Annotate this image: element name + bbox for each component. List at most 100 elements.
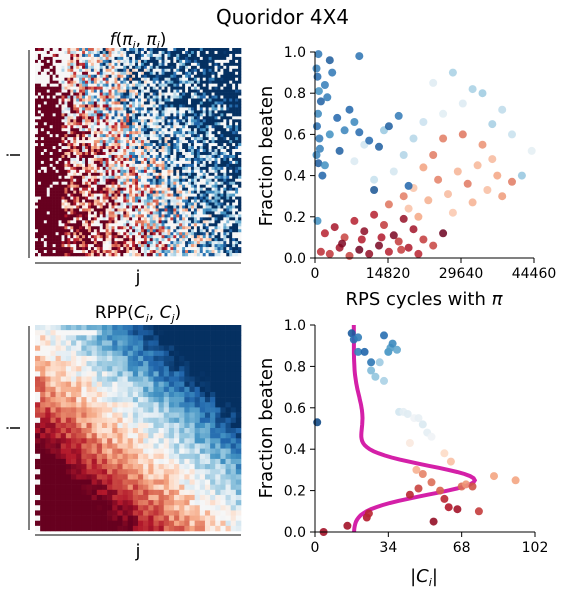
heatmap-cell xyxy=(179,128,183,132)
heatmap-cell xyxy=(196,190,201,194)
heatmap-cell xyxy=(49,116,53,120)
heatmap-cell xyxy=(143,83,148,87)
heatmap-cell xyxy=(190,50,195,55)
heatmap-cell xyxy=(129,235,133,239)
heatmap-cell xyxy=(40,157,45,162)
heatmap-cell xyxy=(138,214,142,218)
heatmap-cell xyxy=(70,214,74,218)
heatmap-cell xyxy=(238,184,242,188)
heatmap-cell xyxy=(173,226,177,230)
heatmap-cell xyxy=(188,86,192,90)
heatmap-cell xyxy=(226,202,230,206)
heatmap-cell xyxy=(126,131,130,135)
heatmap-cell xyxy=(90,193,95,197)
heatmap-cell xyxy=(123,241,127,245)
heatmap-cell xyxy=(164,229,168,233)
heatmap-cell xyxy=(217,110,221,114)
heatmap-cell xyxy=(93,250,98,254)
heatmap-cell xyxy=(149,172,154,177)
heatmap-cell xyxy=(73,149,77,153)
heatmap-cell xyxy=(126,229,130,233)
heatmap-cell xyxy=(93,175,98,180)
heatmap-cell xyxy=(43,229,48,233)
heatmap-cell xyxy=(214,244,218,248)
heatmap-cell xyxy=(73,146,77,150)
heatmap-cell xyxy=(120,65,124,70)
heatmap-cell xyxy=(190,128,195,132)
heatmap-cell xyxy=(205,178,209,183)
heatmap-cell xyxy=(232,56,236,61)
heatmap-cell xyxy=(117,172,121,177)
heatmap-cell xyxy=(37,140,42,144)
heatmap-cell xyxy=(138,253,142,257)
heatmap-cell xyxy=(199,181,204,185)
heatmap-cell xyxy=(55,134,59,138)
heatmap-cell xyxy=(129,190,133,194)
heatmap-cell xyxy=(149,86,154,90)
heatmap-cell xyxy=(229,160,233,165)
heatmap-cell xyxy=(55,131,59,135)
heatmap-cell xyxy=(146,202,151,206)
heatmap-cell xyxy=(155,122,159,126)
heatmap-cell xyxy=(190,89,195,93)
heatmap-cell xyxy=(196,77,201,81)
heatmap-cell xyxy=(102,220,106,224)
heatmap-cell xyxy=(179,214,183,218)
heatmap-cell xyxy=(158,253,162,257)
heatmap-cell xyxy=(161,220,165,224)
heatmap-cell xyxy=(208,48,212,52)
heatmap-cell xyxy=(126,244,130,248)
heatmap-cell xyxy=(146,104,151,108)
heatmap-cell xyxy=(152,89,156,93)
heatmap-cell xyxy=(179,157,183,162)
heatmap-cell xyxy=(223,232,227,236)
heatmap-cell xyxy=(164,238,168,242)
heatmap-cell xyxy=(70,107,74,111)
heatmap-cell xyxy=(70,223,74,227)
heatmap-cell xyxy=(214,113,218,117)
heatmap-cell xyxy=(64,235,68,239)
heatmap-cell xyxy=(140,247,145,251)
heatmap-cell xyxy=(129,53,133,58)
heatmap-cell xyxy=(196,68,201,73)
heatmap-cell xyxy=(93,157,98,162)
heatmap-cell xyxy=(108,68,112,73)
heatmap-cell xyxy=(70,89,74,93)
heatmap-cell xyxy=(93,220,98,224)
heatmap-cell xyxy=(164,202,168,206)
heatmap-cell xyxy=(179,119,183,123)
heatmap-cell xyxy=(73,65,77,70)
heatmap-cell xyxy=(43,146,48,150)
heatmap-cell xyxy=(132,220,136,224)
heatmap-cell xyxy=(190,59,195,64)
heatmap-cell xyxy=(129,157,133,162)
heatmap-cell xyxy=(132,80,136,84)
heatmap-cell xyxy=(117,74,121,79)
heatmap-cell xyxy=(46,68,51,73)
heatmap-cell xyxy=(85,169,89,174)
heatmap-cell xyxy=(93,98,98,102)
heatmap-cell xyxy=(117,217,121,221)
heatmap-cell xyxy=(126,50,130,55)
heatmap-cell xyxy=(193,190,198,194)
heatmap-cell xyxy=(232,247,236,251)
heatmap-cell xyxy=(96,244,101,248)
heatmap-cell xyxy=(143,104,148,108)
heatmap-cell xyxy=(132,235,136,239)
heatmap-cell xyxy=(135,59,139,64)
heatmap-cell xyxy=(87,113,92,117)
heatmap-cell xyxy=(173,187,177,191)
heatmap-cell xyxy=(217,160,221,165)
heatmap-cell xyxy=(223,193,227,197)
heatmap-cell xyxy=(188,160,192,165)
heatmap-cell xyxy=(90,68,95,73)
heatmap-cell xyxy=(196,241,201,245)
heatmap-cell xyxy=(232,199,236,203)
heatmap-cell xyxy=(158,229,162,233)
heatmap-cell xyxy=(170,253,174,257)
scatter-point xyxy=(318,171,327,180)
heatmap-cell xyxy=(164,172,168,177)
heatmap-cell xyxy=(67,110,71,114)
heatmap-cell xyxy=(202,131,206,135)
heatmap-cell xyxy=(114,247,118,251)
